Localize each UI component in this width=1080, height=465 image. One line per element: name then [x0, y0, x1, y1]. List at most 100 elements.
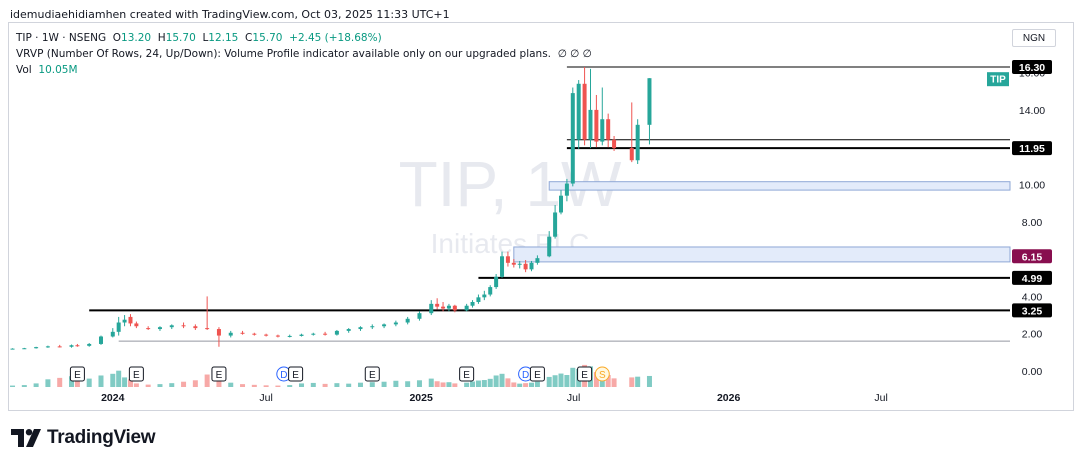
candle-body[interactable]	[500, 256, 505, 277]
candle-body[interactable]	[57, 346, 62, 348]
event-marker-e[interactable]: E	[364, 366, 380, 382]
candle-body[interactable]	[517, 263, 522, 265]
earnings-marker-icon[interactable]	[529, 366, 545, 382]
earnings-marker-icon[interactable]	[69, 366, 85, 382]
price-tag[interactable]	[1012, 270, 1052, 285]
candle-body[interactable]	[529, 262, 534, 270]
candle-body[interactable]	[128, 316, 133, 324]
event-marker-e[interactable]: E	[211, 366, 227, 382]
volume-bar[interactable]	[464, 382, 470, 387]
candle-body[interactable]	[558, 195, 563, 213]
candle-body[interactable]	[464, 305, 469, 311]
volume-bar[interactable]	[145, 384, 151, 387]
candle-body[interactable]	[476, 297, 481, 302]
volume-bar[interactable]	[133, 383, 139, 387]
tradingview-brand[interactable]: TradingView	[11, 427, 156, 449]
candle-body[interactable]	[576, 83, 581, 140]
candle-body[interactable]	[346, 329, 351, 331]
event-marker-e[interactable]: E	[459, 366, 475, 382]
volume-bar[interactable]	[192, 380, 198, 387]
candle-body[interactable]	[181, 325, 186, 327]
candle-body[interactable]	[488, 287, 493, 295]
volume-bar[interactable]	[251, 384, 257, 387]
candle-body[interactable]	[629, 148, 634, 161]
candle-body[interactable]	[446, 305, 451, 309]
candle-body[interactable]	[405, 318, 410, 323]
volume-bar[interactable]	[529, 382, 535, 387]
candle-body[interactable]	[75, 345, 80, 347]
candle-body[interactable]	[600, 119, 605, 142]
candle-body[interactable]	[535, 258, 540, 263]
candle-body[interactable]	[470, 301, 475, 306]
candle-body[interactable]	[69, 345, 74, 347]
volume-bar[interactable]	[157, 384, 163, 387]
legend-vol-label[interactable]: Vol	[16, 64, 32, 76]
event-marker-s[interactable]: S	[594, 366, 610, 382]
volume-bar[interactable]	[452, 383, 458, 387]
candle-body[interactable]	[564, 183, 569, 196]
volume-bar[interactable]	[546, 376, 552, 387]
volume-bar[interactable]	[475, 380, 481, 387]
candle-body[interactable]	[10, 348, 15, 350]
candle-body[interactable]	[452, 305, 457, 311]
volume-bar[interactable]	[98, 375, 104, 387]
candle-body[interactable]	[98, 336, 103, 344]
event-marker-e[interactable]: E	[69, 366, 85, 382]
earnings-marker-icon[interactable]	[211, 366, 227, 382]
earnings-marker-icon[interactable]	[459, 366, 475, 382]
candle-body[interactable]	[588, 109, 593, 140]
candle-body[interactable]	[417, 313, 422, 319]
price-tag[interactable]	[1012, 303, 1052, 318]
volume-bar[interactable]	[334, 383, 340, 387]
volume-bar[interactable]	[405, 381, 411, 387]
candle-body[interactable]	[358, 327, 363, 330]
candle-body[interactable]	[382, 324, 387, 327]
candle-body[interactable]	[122, 319, 127, 323]
volume-bar[interactable]	[21, 385, 27, 387]
volume-bar[interactable]	[646, 375, 652, 387]
legend-vrvp[interactable]: VRVP (Number Of Rows, 24, Up/Down): Volu…	[16, 48, 552, 60]
volume-bar[interactable]	[204, 374, 210, 387]
volume-bar[interactable]	[127, 379, 133, 387]
event-marker-e[interactable]: E	[529, 366, 545, 382]
candle-body[interactable]	[370, 326, 375, 328]
candle-body[interactable]	[494, 276, 499, 288]
candle-body[interactable]	[22, 348, 27, 350]
candle-body[interactable]	[635, 124, 640, 161]
candle-body[interactable]	[311, 333, 316, 335]
zone-rect-1[interactable]	[513, 246, 1011, 263]
candle-body[interactable]	[323, 333, 328, 335]
candle-body[interactable]	[157, 327, 162, 330]
candle-body[interactable]	[505, 256, 510, 263]
candle-body[interactable]	[511, 262, 516, 265]
candle-body[interactable]	[205, 328, 210, 330]
volume-bar[interactable]	[346, 383, 352, 387]
earnings-marker-icon[interactable]	[288, 366, 304, 382]
candle-body[interactable]	[299, 334, 304, 336]
volume-bar[interactable]	[564, 375, 570, 387]
volume-bar[interactable]	[499, 373, 505, 387]
volume-bar[interactable]	[611, 378, 617, 387]
candle-body[interactable]	[193, 326, 198, 329]
candle-body[interactable]	[45, 346, 50, 348]
candle-body[interactable]	[570, 93, 575, 184]
candle-body[interactable]	[582, 83, 587, 140]
candle-body[interactable]	[553, 212, 558, 237]
candle-body[interactable]	[116, 322, 121, 332]
volume-bar[interactable]	[416, 380, 422, 387]
candle-body[interactable]	[441, 306, 446, 309]
candle-body[interactable]	[264, 334, 269, 336]
candle-body[interactable]	[647, 78, 652, 125]
candle-body[interactable]	[429, 303, 434, 314]
volume-bar[interactable]	[357, 382, 363, 387]
volume-bar[interactable]	[523, 383, 529, 387]
volume-bar[interactable]	[322, 383, 328, 387]
volume-bar[interactable]	[216, 377, 222, 387]
candle-body[interactable]	[287, 335, 292, 337]
candle-body[interactable]	[523, 263, 528, 270]
volume-bar[interactable]	[110, 373, 116, 387]
price-tag[interactable]	[1012, 141, 1052, 156]
volume-bar[interactable]	[181, 381, 187, 387]
volume-bar[interactable]	[428, 378, 434, 387]
